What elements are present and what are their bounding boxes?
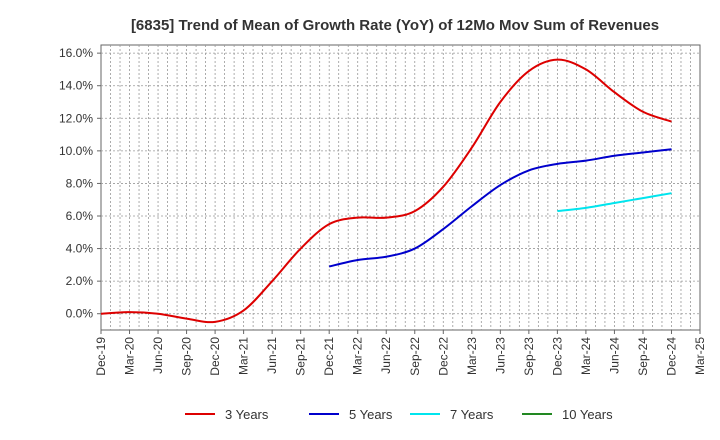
series-lines [100, 58, 672, 324]
series-line-7-years [557, 192, 672, 213]
y-tick-label: 6.0% [66, 209, 94, 223]
legend-label-5-years: 5 Years [349, 407, 393, 422]
series-line-5-years [328, 148, 672, 268]
x-tick-label: Sep-23 [522, 337, 536, 376]
x-tick-label: Jun-23 [493, 337, 507, 374]
chart-title: [6835] Trend of Mean of Growth Rate (YoY… [131, 17, 659, 34]
x-tick-label: Jun-24 [607, 337, 621, 374]
x-tick-label: Dec-21 [322, 337, 336, 376]
x-tick-label: Mar-24 [579, 337, 593, 375]
legend: 3 Years 5 Years 7 Years 10 Years [185, 407, 613, 422]
y-tick-label: 2.0% [66, 274, 94, 288]
grid-lines [101, 45, 700, 330]
x-tick-label: Sep-20 [180, 337, 194, 376]
x-tick-label: Jun-20 [151, 337, 165, 374]
x-tick-label: Jun-21 [265, 337, 279, 374]
x-tick-label: Mar-22 [351, 337, 365, 375]
x-tick-label: Dec-24 [664, 337, 678, 376]
x-tick-label: Dec-20 [208, 337, 222, 376]
x-tick-label: Dec-23 [550, 337, 564, 376]
legend-label-7-years: 7 Years [450, 407, 494, 422]
y-tick-label: 12.0% [59, 111, 93, 125]
x-axis-ticks: Dec-19 Mar-20 Jun-20 Sep-20 Dec-20 Mar-21 Jun-… [94, 330, 707, 376]
x-tick-label: Mar-25 [693, 337, 707, 375]
x-tick-label: Sep-21 [294, 337, 308, 376]
x-tick-label: Sep-22 [408, 337, 422, 376]
x-tick-label: Dec-19 [94, 337, 108, 376]
y-tick-label: 8.0% [66, 176, 94, 190]
x-tick-label: Mar-21 [237, 337, 251, 375]
series-line-3-years [100, 58, 672, 324]
x-tick-label: Jun-22 [379, 337, 393, 374]
x-tick-label: Dec-22 [436, 337, 450, 376]
legend-label-10-years: 10 Years [562, 407, 613, 422]
y-tick-label: 10.0% [59, 144, 93, 158]
y-tick-label: 0.0% [66, 307, 94, 321]
y-tick-label: 16.0% [59, 46, 93, 60]
x-tick-label: Sep-24 [636, 337, 650, 376]
x-tick-label: Mar-23 [465, 337, 479, 375]
y-axis-ticks: 0.0% 2.0% 4.0% 6.0% 8.0% 10.0% 12.0% 14.0% 16.0% [59, 46, 101, 321]
x-tick-label: Mar-20 [123, 337, 137, 375]
y-tick-label: 14.0% [59, 79, 93, 93]
y-tick-label: 4.0% [66, 242, 94, 256]
legend-label-3-years: 3 Years [225, 407, 269, 422]
plot-area [100, 44, 701, 331]
